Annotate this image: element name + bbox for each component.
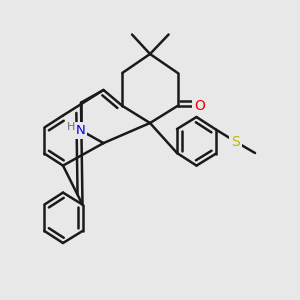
Text: O: O [194,99,205,113]
Text: H: H [67,122,76,133]
Text: N: N [76,124,86,137]
Text: S: S [231,135,240,148]
